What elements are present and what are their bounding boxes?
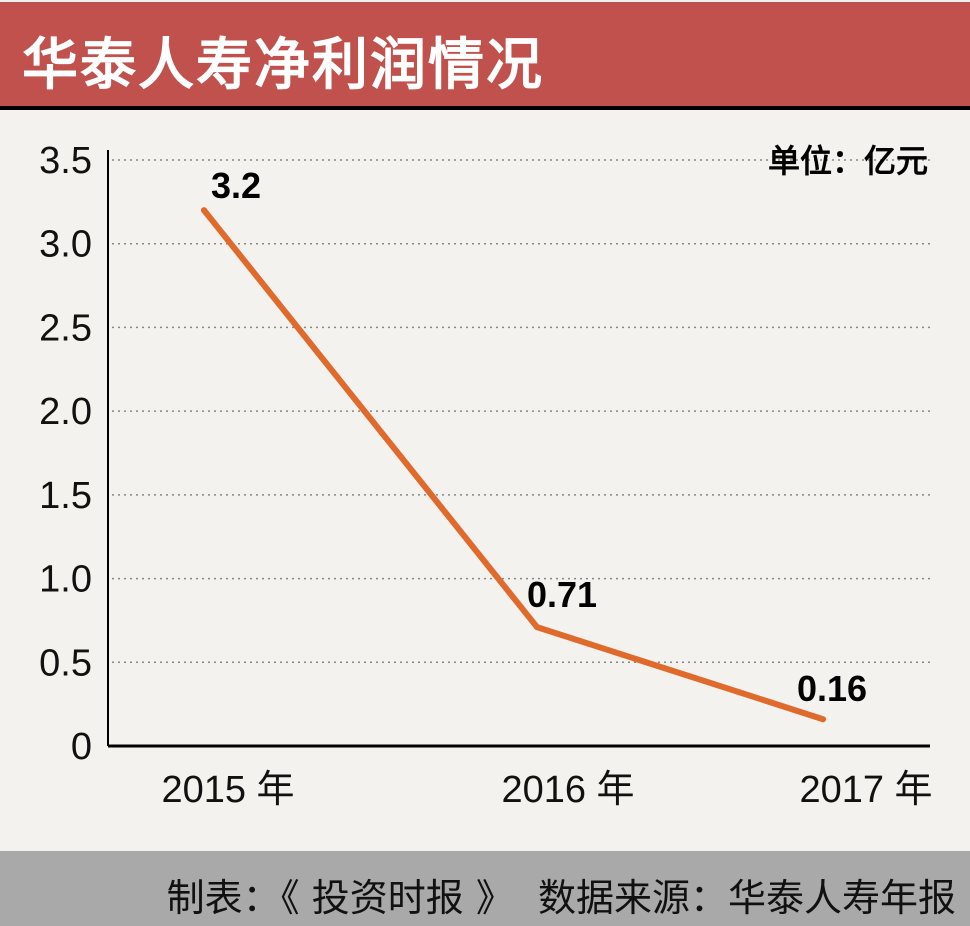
x-tick-label: 2015 年 xyxy=(161,769,294,811)
unit-label: 单位：亿元 xyxy=(768,142,928,180)
data-point xyxy=(820,716,826,723)
chart-title: 华泰人寿净利润情况 xyxy=(22,33,544,98)
y-tick-label: 3.5 xyxy=(39,140,92,182)
title-bar: 华泰人寿净利润情况 xyxy=(0,2,970,110)
y-tick-label: 1.0 xyxy=(39,559,92,601)
data-point xyxy=(201,207,207,214)
footer-bar: 制表：《 投资时报 》 数据来源：华泰人寿年报 xyxy=(0,851,970,926)
y-tick-label: 0 xyxy=(71,726,92,768)
data-point xyxy=(534,624,540,631)
y-tick-label: 1.5 xyxy=(39,475,92,517)
y-tick-label: 2.0 xyxy=(39,391,92,433)
data-label: 3.2 xyxy=(211,165,261,206)
y-tick-label: 2.5 xyxy=(39,307,92,349)
x-tick-label: 2016 年 xyxy=(501,769,634,811)
data-label: 0.71 xyxy=(527,574,597,615)
source-note: 制表：《 投资时报 》 数据来源：华泰人寿年报 xyxy=(166,876,956,920)
x-tick-label: 2017 年 xyxy=(799,769,932,811)
data-label: 0.16 xyxy=(797,668,867,709)
series-line xyxy=(201,207,826,723)
y-tick-label: 0.5 xyxy=(39,642,92,684)
y-tick-label: 3.0 xyxy=(39,224,92,266)
line-chart: 0 0.5 1.0 1.5 2.0 2.5 3.0 3.5 2015 年 2016 年 2017 年… xyxy=(39,140,932,811)
